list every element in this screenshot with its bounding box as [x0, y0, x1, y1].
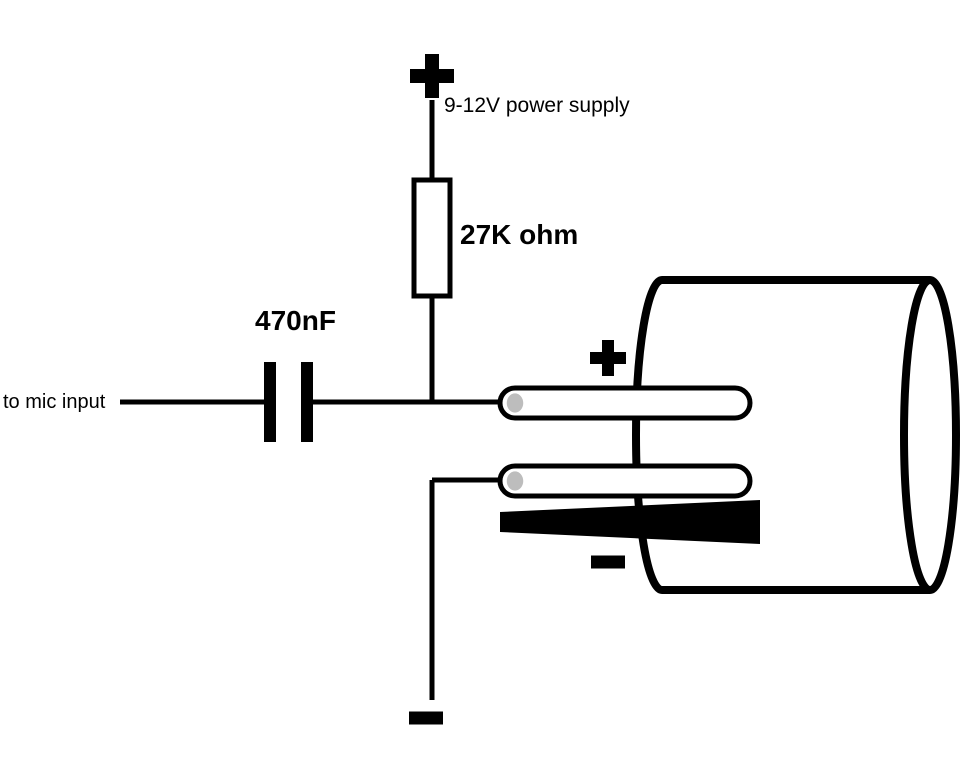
mic-lead-positive	[500, 388, 750, 418]
minus-ground	[409, 712, 443, 725]
label-resistor: 27K ohm	[460, 219, 578, 250]
mic-lead-negative-tip	[507, 471, 524, 490]
label-mic-input: to mic input	[3, 391, 106, 413]
circuit-diagram: 9-12V power supply 27K ohm 470nF to mic inp…	[0, 0, 971, 783]
mic-body-face	[904, 280, 956, 590]
resistor	[414, 180, 450, 296]
capacitor-plate-right	[301, 362, 313, 442]
mic-lead-positive-tip	[507, 393, 524, 412]
plus-supply-v	[425, 54, 439, 98]
minus-mic	[591, 556, 625, 569]
label-capacitor: 470nF	[255, 305, 336, 336]
plus-mic-v	[602, 340, 614, 376]
label-power-supply: 9-12V power supply	[444, 94, 630, 117]
capacitor-plate-left	[264, 362, 276, 442]
mic-body-side	[636, 280, 930, 590]
mic-lead-negative	[500, 466, 750, 496]
